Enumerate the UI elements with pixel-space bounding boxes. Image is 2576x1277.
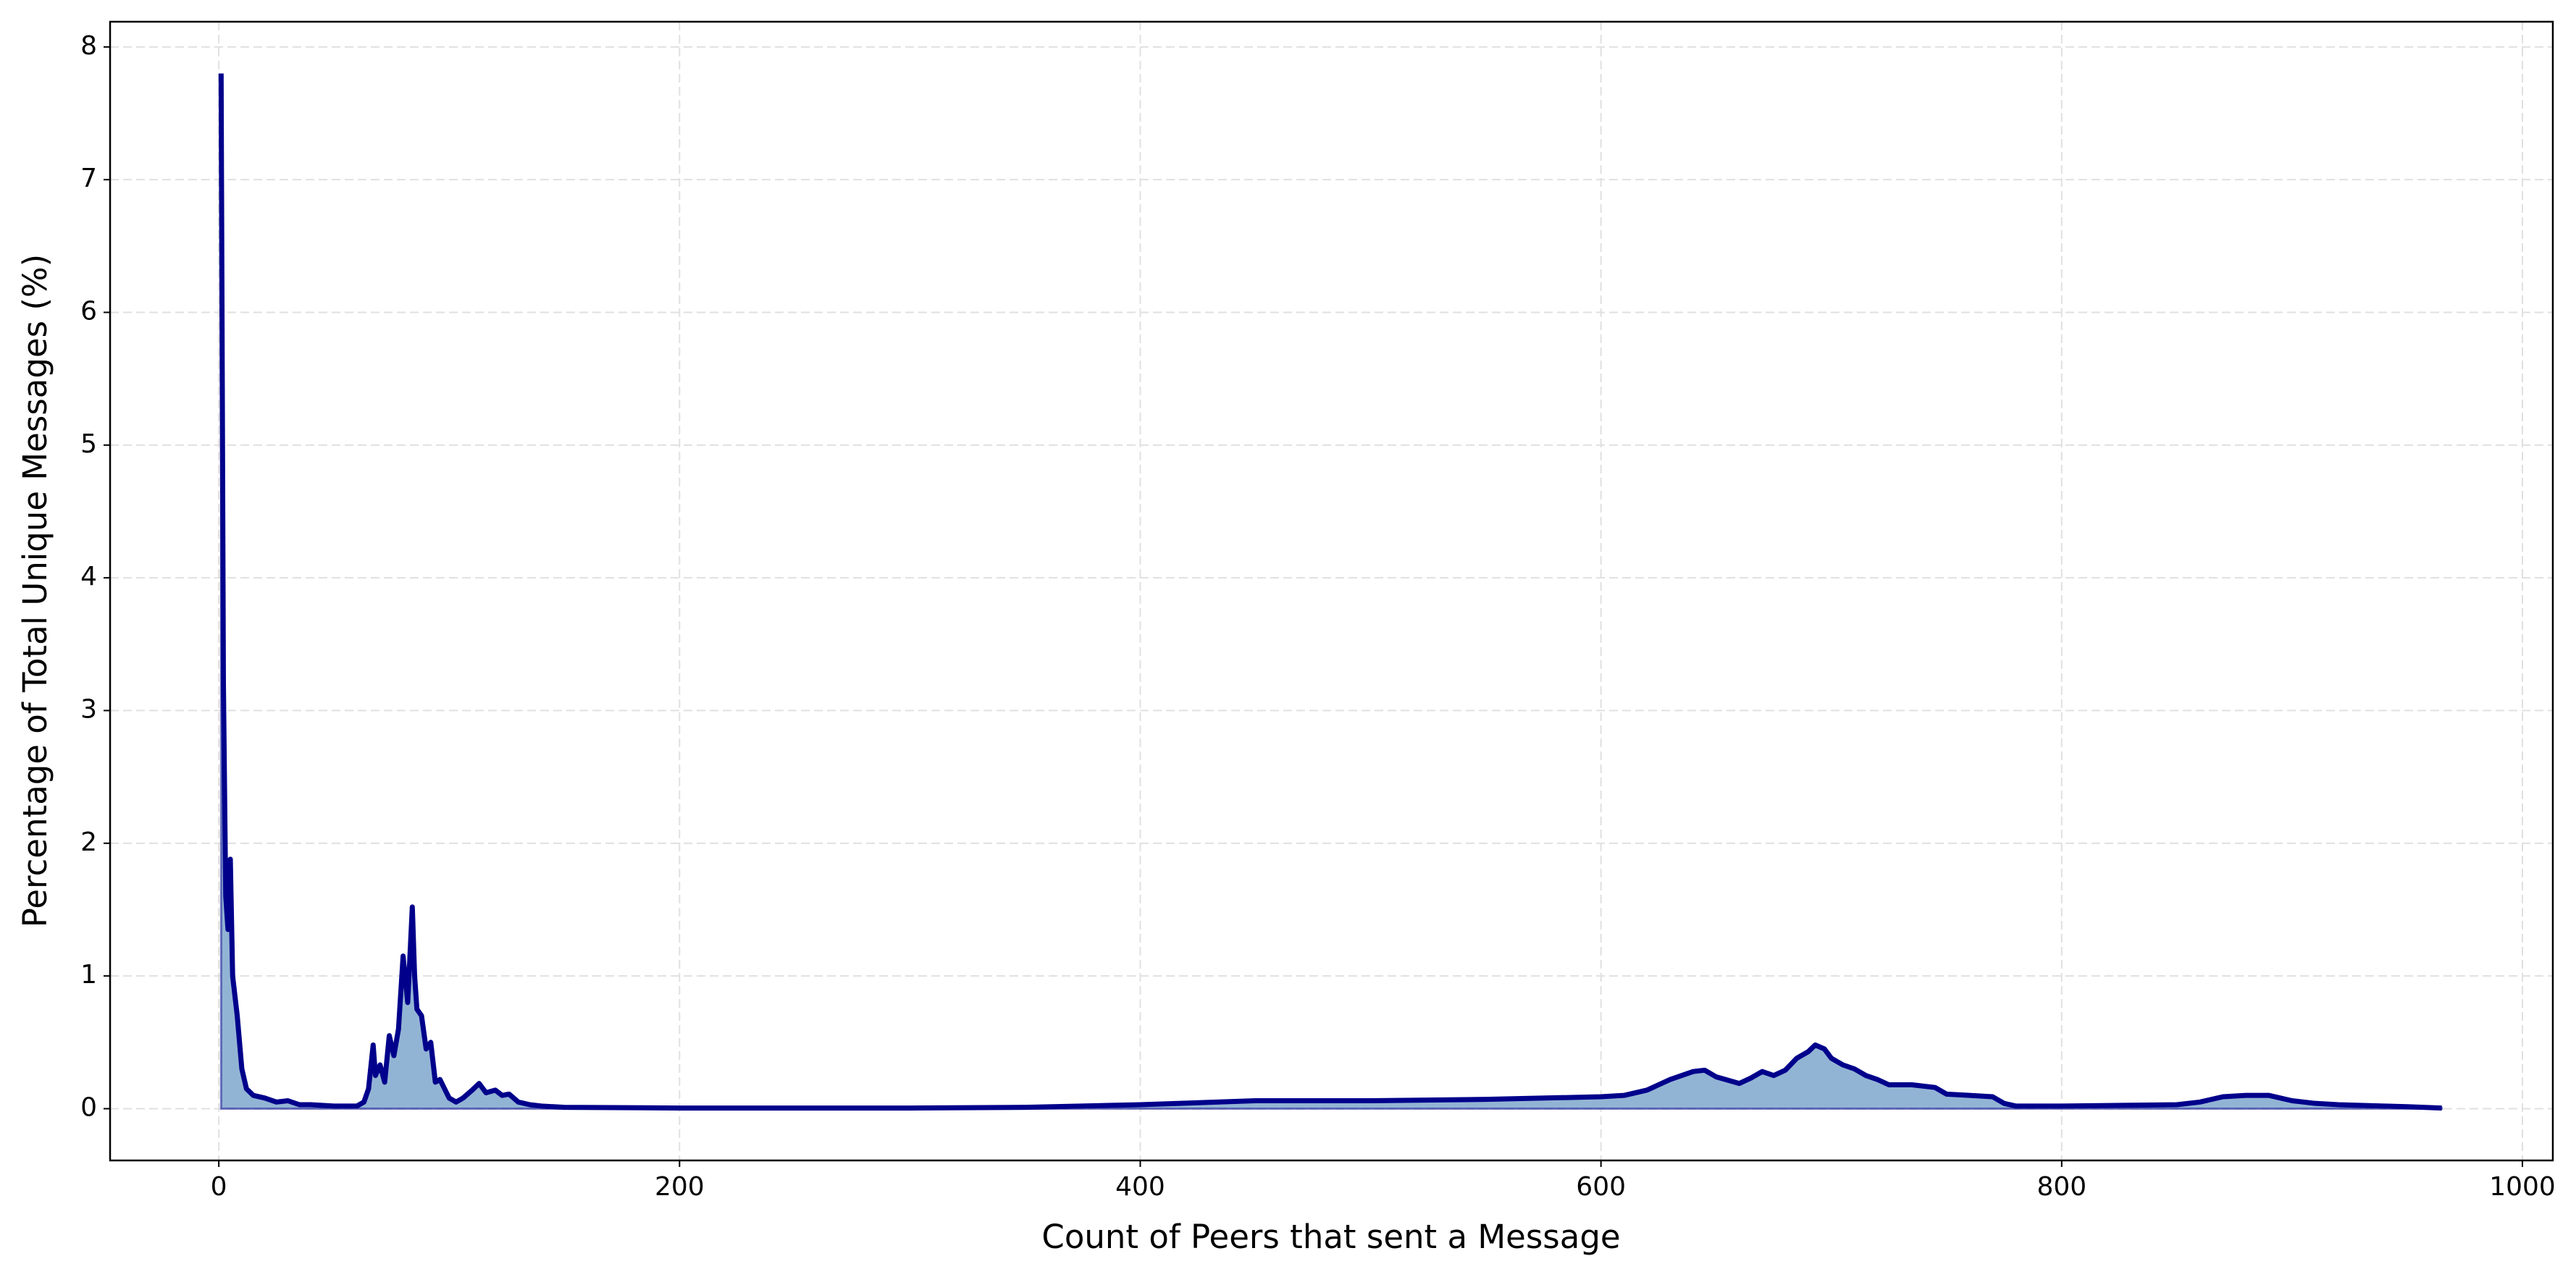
y-tick-label: 7 xyxy=(80,164,97,193)
y-axis-title: Percentage of Total Unique Messages (%) xyxy=(16,254,54,927)
x-tick-label: 800 xyxy=(2036,1172,2086,1202)
x-axis-title: Count of Peers that sent a Message xyxy=(1041,1218,1620,1256)
x-tick-label: 200 xyxy=(655,1172,705,1202)
line xyxy=(218,73,2442,1111)
y-tick-label: 5 xyxy=(80,429,97,459)
x-tick-label: 600 xyxy=(1576,1172,1626,1202)
x-tick-label: 0 xyxy=(211,1172,227,1202)
y-tick-label: 3 xyxy=(80,695,97,725)
plot-frame xyxy=(109,20,2554,1162)
y-tick-label: 4 xyxy=(80,562,97,591)
y-tick-label: 6 xyxy=(80,297,97,326)
y-tick-label: 0 xyxy=(80,1093,97,1123)
x-tick-label: 1000 xyxy=(2489,1172,2556,1202)
area-fill xyxy=(219,73,2443,1110)
y-tick-label: 2 xyxy=(80,827,97,857)
x-tick-label: 400 xyxy=(1115,1172,1165,1202)
y-tick-label: 8 xyxy=(80,31,97,61)
y-tick-label: 1 xyxy=(80,960,97,990)
